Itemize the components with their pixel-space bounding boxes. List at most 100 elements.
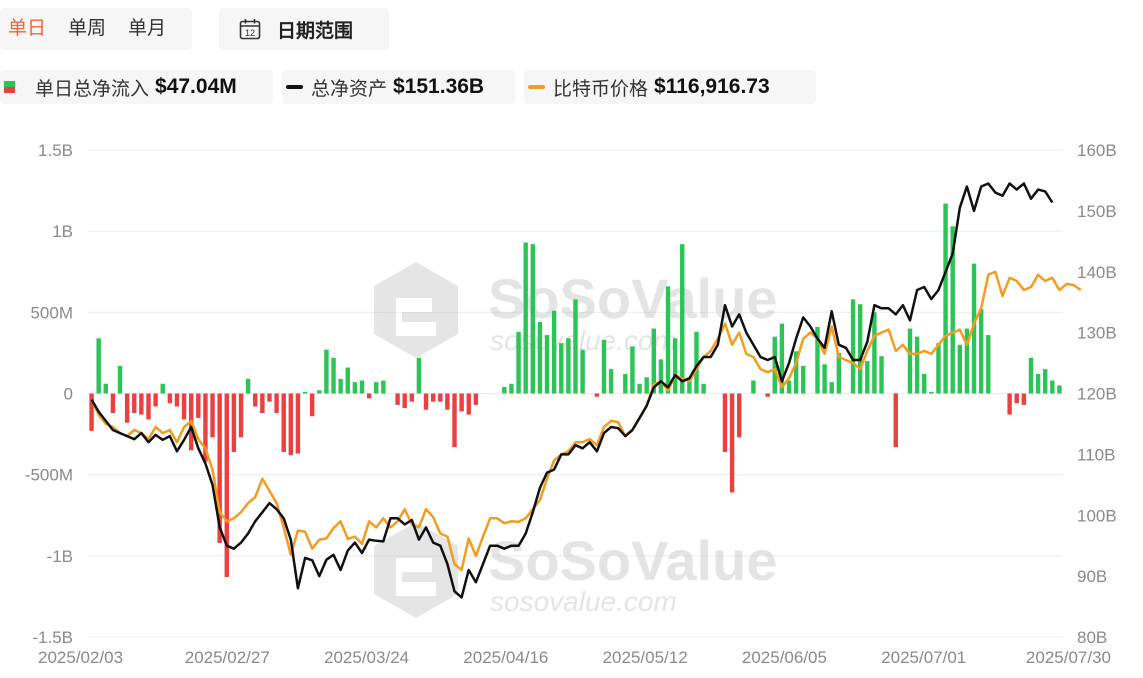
- inflow-bar[interactable]: [594, 393, 600, 397]
- inflow-bar[interactable]: [893, 393, 898, 448]
- inflow-bar[interactable]: [381, 380, 386, 394]
- btc-price-line[interactable]: [90, 270, 1082, 572]
- tab-monthly[interactable]: 单月: [128, 18, 167, 39]
- inflow-bar[interactable]: [96, 338, 101, 394]
- inflow-bar[interactable]: [936, 343, 941, 394]
- inflow-bar[interactable]: [224, 393, 229, 577]
- inflow-bar[interactable]: [1028, 357, 1034, 394]
- inflow-bar[interactable]: [502, 387, 507, 394]
- inflow-bar[interactable]: [288, 393, 294, 456]
- inflow-bar[interactable]: [1014, 393, 1019, 404]
- inflow-bar[interactable]: [167, 393, 173, 404]
- inflow-bar[interactable]: [267, 393, 272, 402]
- inflow-bar[interactable]: [260, 393, 265, 413]
- inflow-bar[interactable]: [459, 393, 464, 412]
- inflow-bar[interactable]: [402, 393, 407, 409]
- inflow-bar[interactable]: [153, 393, 158, 407]
- inflow-bar[interactable]: [181, 393, 187, 420]
- inflow-bar[interactable]: [103, 383, 108, 394]
- inflow-bar[interactable]: [722, 393, 728, 452]
- inflow-bar[interactable]: [174, 393, 180, 407]
- inflow-bar[interactable]: [836, 352, 842, 394]
- inflow-bar[interactable]: [516, 331, 521, 394]
- inflow-bar[interactable]: [523, 242, 528, 394]
- inflow-bar[interactable]: [701, 383, 706, 394]
- inflow-bar[interactable]: [331, 357, 336, 394]
- legend-assets[interactable]: 总净资产 $151.36B: [282, 70, 515, 104]
- inflow-bar[interactable]: [551, 310, 557, 394]
- inflow-bar[interactable]: [751, 380, 756, 394]
- inflow-bar[interactable]: [132, 393, 137, 413]
- inflow-bar[interactable]: [950, 226, 955, 394]
- inflow-bar[interactable]: [986, 335, 991, 394]
- inflow-bar[interactable]: [409, 393, 415, 402]
- inflow-bar[interactable]: [124, 393, 130, 423]
- date-range-button[interactable]: 12 日期范围: [219, 8, 389, 50]
- inflow-bar[interactable]: [779, 323, 785, 394]
- inflow-bar[interactable]: [573, 299, 578, 394]
- inflow-bar[interactable]: [644, 377, 649, 394]
- inflow-bar[interactable]: [274, 393, 279, 413]
- inflow-bar[interactable]: [879, 356, 884, 394]
- inflow-bar[interactable]: [473, 393, 479, 405]
- legend-flow[interactable]: 单日总净流入 $47.04M: [0, 70, 273, 104]
- inflow-bar[interactable]: [914, 336, 920, 394]
- inflow-bar[interactable]: [509, 383, 514, 394]
- inflow-bar[interactable]: [416, 357, 422, 394]
- inflow-bar[interactable]: [374, 382, 379, 394]
- inflow-bar[interactable]: [786, 380, 792, 394]
- inflow-bar[interactable]: [530, 244, 536, 394]
- inflow-bar[interactable]: [245, 378, 251, 394]
- inflow-bar[interactable]: [359, 380, 365, 394]
- inflow-bar[interactable]: [865, 361, 870, 394]
- inflow-bar[interactable]: [665, 286, 671, 394]
- inflow-bar[interactable]: [729, 393, 735, 493]
- inflow-bar[interactable]: [452, 393, 457, 448]
- inflow-bar[interactable]: [872, 312, 877, 394]
- inflow-bar[interactable]: [736, 393, 742, 438]
- inflow-bar[interactable]: [922, 374, 927, 394]
- inflow-bar[interactable]: [687, 377, 692, 394]
- inflow-bar[interactable]: [559, 343, 564, 394]
- inflow-bar[interactable]: [324, 349, 329, 394]
- inflow-bar[interactable]: [146, 393, 151, 420]
- inflow-bar[interactable]: [793, 351, 799, 394]
- inflow-bar[interactable]: [829, 382, 834, 394]
- inflow-bar[interactable]: [850, 299, 856, 394]
- inflow-bar[interactable]: [801, 365, 806, 394]
- inflow-bar[interactable]: [857, 304, 863, 394]
- inflow-bar[interactable]: [438, 393, 443, 402]
- inflow-bar[interactable]: [672, 338, 678, 394]
- inflow-bar[interactable]: [196, 393, 201, 418]
- inflow-bar[interactable]: [907, 328, 913, 394]
- inflow-bar[interactable]: [366, 393, 372, 399]
- inflow-bar[interactable]: [978, 309, 984, 394]
- inflow-bar[interactable]: [338, 378, 343, 394]
- inflow-bar[interactable]: [1007, 393, 1012, 415]
- inflow-bar[interactable]: [623, 374, 628, 394]
- inflow-bar[interactable]: [238, 393, 244, 438]
- inflow-bar[interactable]: [253, 393, 258, 407]
- inflow-bar[interactable]: [210, 393, 215, 438]
- inflow-bar[interactable]: [815, 326, 820, 394]
- inflow-bar[interactable]: [281, 393, 286, 452]
- inflow-bar[interactable]: [117, 365, 123, 394]
- inflow-bar[interactable]: [630, 346, 635, 394]
- total-net-assets-line[interactable]: [90, 182, 1054, 599]
- inflow-bar[interactable]: [317, 390, 322, 394]
- tab-daily[interactable]: 单日: [8, 18, 47, 39]
- inflow-bar[interactable]: [608, 369, 614, 394]
- inflow-bar[interactable]: [231, 393, 237, 452]
- inflow-bar[interactable]: [302, 391, 308, 394]
- inflow-bar[interactable]: [637, 383, 642, 394]
- inflow-bar[interactable]: [694, 331, 699, 394]
- inflow-bar[interactable]: [651, 328, 656, 394]
- legend-btc[interactable]: 比特币价格 $116,916.73: [524, 70, 816, 104]
- inflow-bar[interactable]: [943, 203, 948, 394]
- inflow-bar[interactable]: [395, 393, 400, 405]
- inflow-bar[interactable]: [601, 339, 607, 394]
- inflow-bar[interactable]: [309, 393, 315, 417]
- inflow-bar[interactable]: [964, 328, 970, 394]
- inflow-bar[interactable]: [680, 244, 685, 394]
- inflow-bar[interactable]: [822, 364, 827, 394]
